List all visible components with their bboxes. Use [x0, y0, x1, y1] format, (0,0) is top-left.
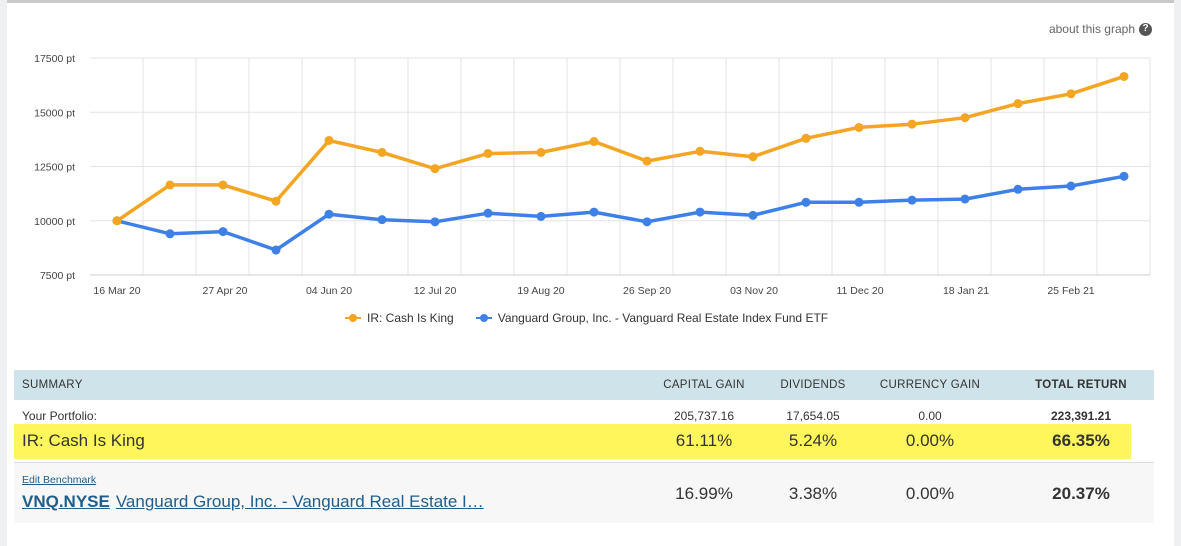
about-graph-link[interactable]: about this graph ? — [1049, 22, 1152, 36]
series-point-1 — [324, 209, 334, 219]
portfolio-label: Your Portfolio: — [22, 409, 97, 423]
series-point-0 — [642, 156, 652, 166]
header-summary: SUMMARY — [22, 379, 83, 391]
series-point-1 — [642, 217, 652, 227]
header-dividends: DIVIDENDS — [780, 379, 846, 391]
series-point-0 — [1013, 99, 1023, 109]
summary-table: SUMMARY CAPITAL GAIN DIVIDENDS CURRENCY … — [14, 370, 1154, 523]
series-point-1 — [1066, 181, 1076, 191]
ir-total-return: 66.35% — [1052, 431, 1110, 450]
x-tick-label: 11 Dec 20 — [836, 285, 883, 297]
legend-item-ir[interactable]: IR: Cash Is King — [345, 311, 454, 325]
series-point-1 — [589, 207, 599, 217]
y-tick-label: 17500 pt — [34, 53, 75, 65]
row-divider — [14, 462, 1154, 463]
series-point-0 — [377, 147, 387, 157]
header-currency-gain: CURRENCY GAIN — [879, 379, 981, 391]
series-point-1 — [1013, 184, 1023, 194]
benchmark-name-link[interactable]: Vanguard Group, Inc. - Vanguard Real Est… — [115, 492, 484, 511]
series-point-0 — [165, 180, 175, 190]
series-point-0 — [960, 113, 970, 123]
ir-capital-gain: 61.11% — [675, 431, 733, 450]
x-tick-label: 16 Mar 20 — [93, 285, 140, 297]
ir-currency-gain: 0.00% — [905, 431, 955, 450]
benchmark-row: Edit Benchmark VNQ.NYSE Vanguard Group, I… — [14, 463, 1154, 523]
x-tick-label: 04 Jun 20 — [306, 285, 352, 297]
y-tick-label: 12500 pt — [34, 162, 75, 174]
series-point-0 — [854, 122, 864, 132]
y-tick-label: 15000 pt — [34, 107, 75, 119]
series-point-1 — [430, 217, 440, 227]
portfolio-capital-gain: 205,737.16 — [673, 409, 735, 423]
header-total-return: TOTAL RETURN — [1035, 379, 1127, 391]
portfolio-currency-gain: 0.00 — [918, 409, 942, 423]
benchmark-capital-gain: 16.99% — [675, 484, 733, 503]
series-point-1 — [536, 211, 546, 221]
series-line-1 — [116, 174, 1125, 252]
x-tick-label: 25 Feb 21 — [1047, 285, 1094, 297]
header-capital-gain: CAPITAL GAIN — [663, 379, 745, 391]
portfolio-total-return: 223,391.21 — [1050, 409, 1112, 423]
series-point-0 — [589, 137, 599, 147]
series-point-0 — [324, 135, 334, 145]
series-point-0 — [271, 196, 281, 206]
benchmark-ticker-link[interactable]: VNQ.NYSE — [22, 492, 110, 511]
series-point-0 — [430, 164, 440, 174]
x-tick-label: 12 Jul 20 — [414, 285, 457, 297]
x-tick-label: 26 Sep 20 — [623, 285, 671, 297]
series-point-1 — [801, 197, 811, 207]
x-tick-label: 27 Apr 20 — [203, 285, 248, 297]
performance-chart: 7500 pt 10000 pt 12500 pt 15000 pt 17500 pt 1… — [34, 53, 1151, 297]
portfolio-dividends: 17,654.05 — [786, 409, 840, 423]
series-point-1 — [854, 197, 864, 207]
edit-benchmark-link[interactable]: Edit Benchmark — [22, 474, 97, 486]
benchmark-title: VNQ.NYSE Vanguard Group, Inc. - Vanguard … — [22, 492, 484, 512]
legend-item-benchmark[interactable]: Vanguard Group, Inc. - Vanguard Real Est… — [475, 311, 829, 325]
series-point-1 — [907, 195, 917, 205]
series-point-1 — [165, 229, 175, 239]
series-line-0 — [116, 74, 1125, 223]
ir-label: IR: Cash Is King — [22, 431, 145, 450]
series-point-1 — [377, 215, 387, 225]
series-point-0 — [483, 148, 493, 158]
portfolio-row: Your Portfolio: 205,737.16 17,654.05 0.0… — [14, 400, 1154, 424]
y-tick-label: 10000 pt — [34, 216, 75, 228]
series-point-0 — [801, 133, 811, 143]
series-point-1 — [271, 245, 281, 255]
chart-legend: IR: Cash Is King Vanguard Group, Inc. - … — [345, 311, 828, 325]
x-tick-label: 03 Nov 20 — [730, 285, 778, 297]
question-circle-icon: ? — [1139, 22, 1152, 36]
legend-label-ir: IR: Cash Is King — [367, 311, 454, 325]
about-graph-label: about this graph — [1048, 22, 1135, 36]
ir-row: IR: Cash Is King 61.11% 5.24% 0.00% 66.3… — [14, 424, 1131, 459]
x-tick-label: 19 Aug 20 — [517, 285, 564, 297]
legend-label-benchmark: Vanguard Group, Inc. - Vanguard Real Est… — [497, 311, 829, 325]
series-point-0 — [695, 146, 705, 156]
series-point-1 — [1119, 171, 1129, 181]
series-point-0 — [1066, 89, 1076, 99]
series-point-1 — [483, 208, 493, 218]
benchmark-total-return: 20.37% — [1052, 484, 1110, 503]
series-point-1 — [748, 210, 758, 220]
series-point-1 — [218, 227, 228, 237]
benchmark-currency-gain: 0.00% — [905, 484, 955, 503]
x-tick-label: 18 Jan 21 — [943, 285, 989, 297]
benchmark-dividends: 3.38% — [788, 484, 838, 503]
legend-swatch-ir — [345, 313, 361, 323]
ir-dividends: 5.24% — [788, 431, 838, 450]
series-point-0 — [907, 119, 917, 129]
series-point-0 — [218, 180, 228, 190]
series-point-0 — [748, 152, 758, 162]
series-point-1 — [960, 194, 970, 204]
series-point-0 — [1119, 71, 1129, 81]
y-tick-label: 7500 pt — [40, 270, 75, 282]
legend-swatch-benchmark — [475, 313, 492, 323]
series-point-0 — [536, 147, 546, 157]
series-point-1 — [695, 207, 705, 217]
series-point-0 — [112, 216, 122, 226]
summary-header-row: SUMMARY CAPITAL GAIN DIVIDENDS CURRENCY … — [14, 370, 1154, 400]
